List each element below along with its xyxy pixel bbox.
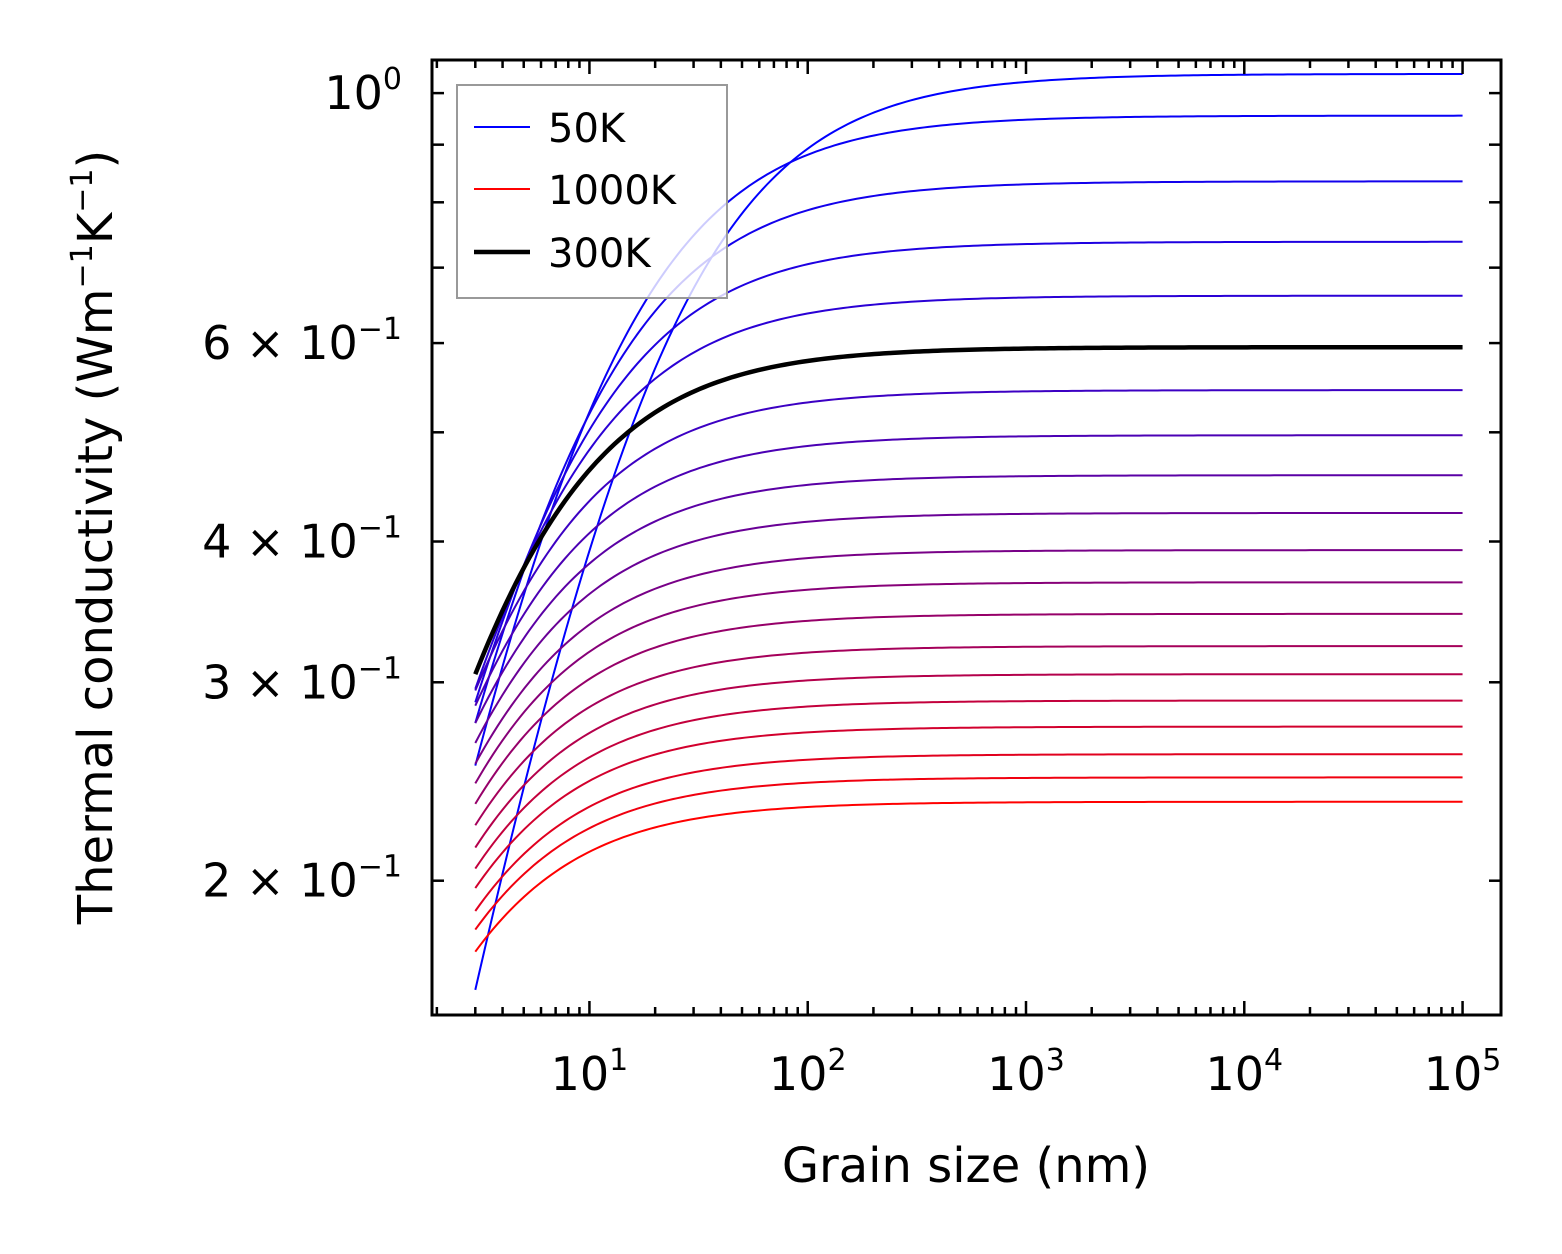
y-axis-label: Thermal conductivity (Wm−1K−1) — [65, 150, 124, 925]
y-tick-label: 2 × 10−1 — [202, 850, 402, 908]
curve-series-4 — [474, 294, 1463, 690]
x-tick-label: 101 — [551, 1043, 629, 1101]
curve-1000k — [474, 800, 1463, 953]
y-tick-label-base: 6 × 10 — [202, 316, 358, 370]
x-tick-label-base: 10 — [987, 1047, 1046, 1101]
y-axis-label-mid: K — [68, 211, 124, 244]
x-tick-label: 102 — [769, 1043, 847, 1101]
x-tick-label-exp: 5 — [1482, 1043, 1501, 1078]
legend-box — [456, 84, 728, 299]
y-tick-label: 4 × 10−1 — [202, 511, 402, 569]
x-axis-label: Grain size (nm) — [782, 1138, 1150, 1194]
curve-series-6 — [474, 434, 1463, 707]
y-tick-label-exp: −1 — [358, 511, 402, 546]
x-tick-label-base: 10 — [1424, 1047, 1483, 1101]
y-tick-label-base: 3 × 10 — [202, 655, 358, 709]
x-tick-label: 105 — [1424, 1043, 1502, 1101]
curve-series-13 — [474, 673, 1463, 849]
curve-series-15 — [474, 725, 1463, 889]
curve-series-10 — [474, 581, 1463, 784]
y-tick-label: 100 — [324, 62, 402, 120]
x-tick-label: 104 — [1205, 1043, 1283, 1101]
curve-series-2 — [474, 180, 1463, 724]
y-tick-label: 3 × 10−1 — [202, 651, 402, 709]
curve-series-11 — [474, 612, 1463, 805]
curve-series-9 — [474, 549, 1463, 765]
x-tick-label-base: 10 — [551, 1047, 610, 1101]
curve-300k — [473, 344, 1463, 676]
x-tick-label-exp: 1 — [609, 1043, 628, 1078]
curves — [473, 73, 1463, 991]
y-tick-label-base: 10 — [324, 66, 383, 120]
x-tick-label-base: 10 — [769, 1047, 828, 1101]
y-tick-label-base: 4 × 10 — [202, 515, 358, 569]
x-tick-label-base: 10 — [1205, 1047, 1264, 1101]
curve-series-1 — [474, 114, 1463, 766]
y-tick-label-exp: 0 — [383, 62, 402, 97]
x-tick-label: 103 — [987, 1043, 1065, 1101]
curve-series-12 — [474, 645, 1463, 826]
x-tick-label-exp: 3 — [1046, 1043, 1065, 1078]
y-axis-label-base: Thermal conductivity (Wm — [68, 288, 124, 925]
y-axis-label-exp1: −1 — [65, 244, 100, 288]
y-tick-label-exp: −1 — [358, 850, 402, 885]
plot-frame — [430, 58, 1503, 1017]
y-tick-label-exp: −1 — [358, 651, 402, 686]
y-axis-label-end: ) — [68, 150, 124, 169]
curve-series-8 — [474, 512, 1463, 744]
x-tick-label-exp: 2 — [827, 1043, 846, 1078]
curve-series-17 — [474, 776, 1463, 931]
curve-series-7 — [474, 474, 1463, 724]
x-tick-label-exp: 4 — [1264, 1043, 1283, 1078]
legend: 50K 1000K 300K — [456, 84, 728, 299]
curve-series-3 — [474, 240, 1463, 703]
curve-series-16 — [474, 753, 1463, 912]
curve-series-5 — [474, 389, 1463, 691]
y-tick-label-base: 2 × 10 — [202, 854, 358, 908]
y-tick-label: 6 × 10−1 — [202, 312, 402, 370]
legend-label-300k: 300K — [548, 231, 652, 277]
legend-label-1000k: 1000K — [548, 168, 678, 214]
curve-series-14 — [474, 699, 1463, 870]
legend-label-50k: 50K — [548, 106, 627, 152]
curve-50k — [474, 73, 1463, 991]
y-tick-label-exp: −1 — [358, 312, 402, 347]
y-axis-label-exp2: −1 — [65, 169, 100, 213]
